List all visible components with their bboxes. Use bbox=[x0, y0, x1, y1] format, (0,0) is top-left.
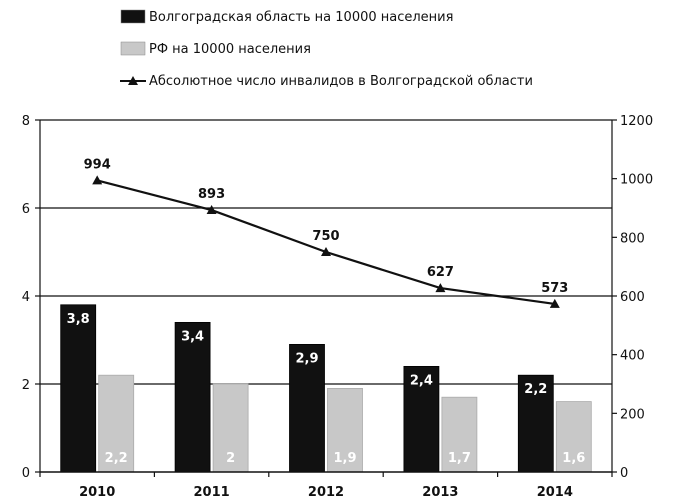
line-point-2-1 bbox=[206, 205, 217, 215]
bar-label-0-0: 3,8 bbox=[67, 312, 90, 327]
bar-0-0 bbox=[60, 304, 97, 473]
line-point-2-4 bbox=[549, 298, 560, 308]
bar-1-0 bbox=[98, 374, 135, 473]
left-tick-label: 4 bbox=[22, 290, 30, 305]
line-label-2-2: 750 bbox=[312, 229, 339, 244]
bar-label-1-1: 2 bbox=[226, 451, 235, 466]
bar-label-1-4: 1,6 bbox=[562, 451, 585, 466]
right-tick-label: 0 bbox=[620, 466, 628, 481]
bar-1-4 bbox=[555, 401, 592, 473]
right-tick-label: 200 bbox=[620, 407, 645, 422]
line-label-2-3: 627 bbox=[427, 265, 454, 280]
line-label-2-1: 893 bbox=[198, 187, 225, 202]
bar-label-0-4: 2,2 bbox=[524, 382, 547, 397]
bar-0-1 bbox=[174, 321, 211, 473]
left-tick-label: 6 bbox=[22, 202, 30, 217]
x-tick-label: 2011 bbox=[194, 485, 230, 500]
x-tick-label: 2014 bbox=[537, 485, 573, 500]
bar-label-0-2: 2,9 bbox=[295, 351, 318, 366]
bar-1-2 bbox=[327, 387, 363, 473]
right-tick-label: 600 bbox=[620, 290, 645, 305]
x-tick-label: 2013 bbox=[422, 485, 458, 500]
bar-1-1 bbox=[212, 383, 249, 473]
right-tick-label: 400 bbox=[620, 349, 645, 364]
legend-swatch-1 bbox=[120, 41, 146, 56]
bar-label-0-1: 3,4 bbox=[181, 329, 204, 344]
line-point-2-3 bbox=[435, 283, 446, 293]
left-tick-label: 8 bbox=[22, 114, 30, 129]
bar-0-3 bbox=[403, 365, 440, 473]
legend-label-2: Абсолютное число инвалидов в Волгоградск… bbox=[149, 74, 533, 89]
bar-0-4 bbox=[517, 374, 554, 473]
x-tick-label: 2012 bbox=[308, 485, 344, 500]
left-tick-label: 0 bbox=[22, 466, 30, 481]
line-point-2-0 bbox=[92, 175, 103, 185]
line-label-2-0: 994 bbox=[84, 157, 111, 172]
legend-marker-icon-2 bbox=[128, 76, 138, 85]
bar-label-1-3: 1,7 bbox=[448, 451, 471, 466]
line-point-2-2 bbox=[321, 247, 331, 256]
bar-label-1-0: 2,2 bbox=[105, 451, 128, 466]
right-tick-label: 1200 bbox=[620, 114, 653, 129]
bar-0-2 bbox=[289, 343, 325, 473]
left-tick-label: 2 bbox=[22, 378, 30, 393]
line-label-2-4: 573 bbox=[541, 281, 568, 296]
x-tick-label: 2010 bbox=[79, 485, 115, 500]
legend-swatch-0 bbox=[120, 9, 146, 24]
right-tick-label: 800 bbox=[620, 231, 645, 246]
bar-label-1-2: 1,9 bbox=[333, 451, 356, 466]
right-tick-label: 1000 bbox=[620, 173, 653, 188]
legend-label-0: Волгоградская область на 10000 населения bbox=[149, 10, 453, 25]
bar-label-0-3: 2,4 bbox=[410, 373, 433, 388]
legend-label-1: РФ на 10000 населения bbox=[149, 42, 311, 57]
